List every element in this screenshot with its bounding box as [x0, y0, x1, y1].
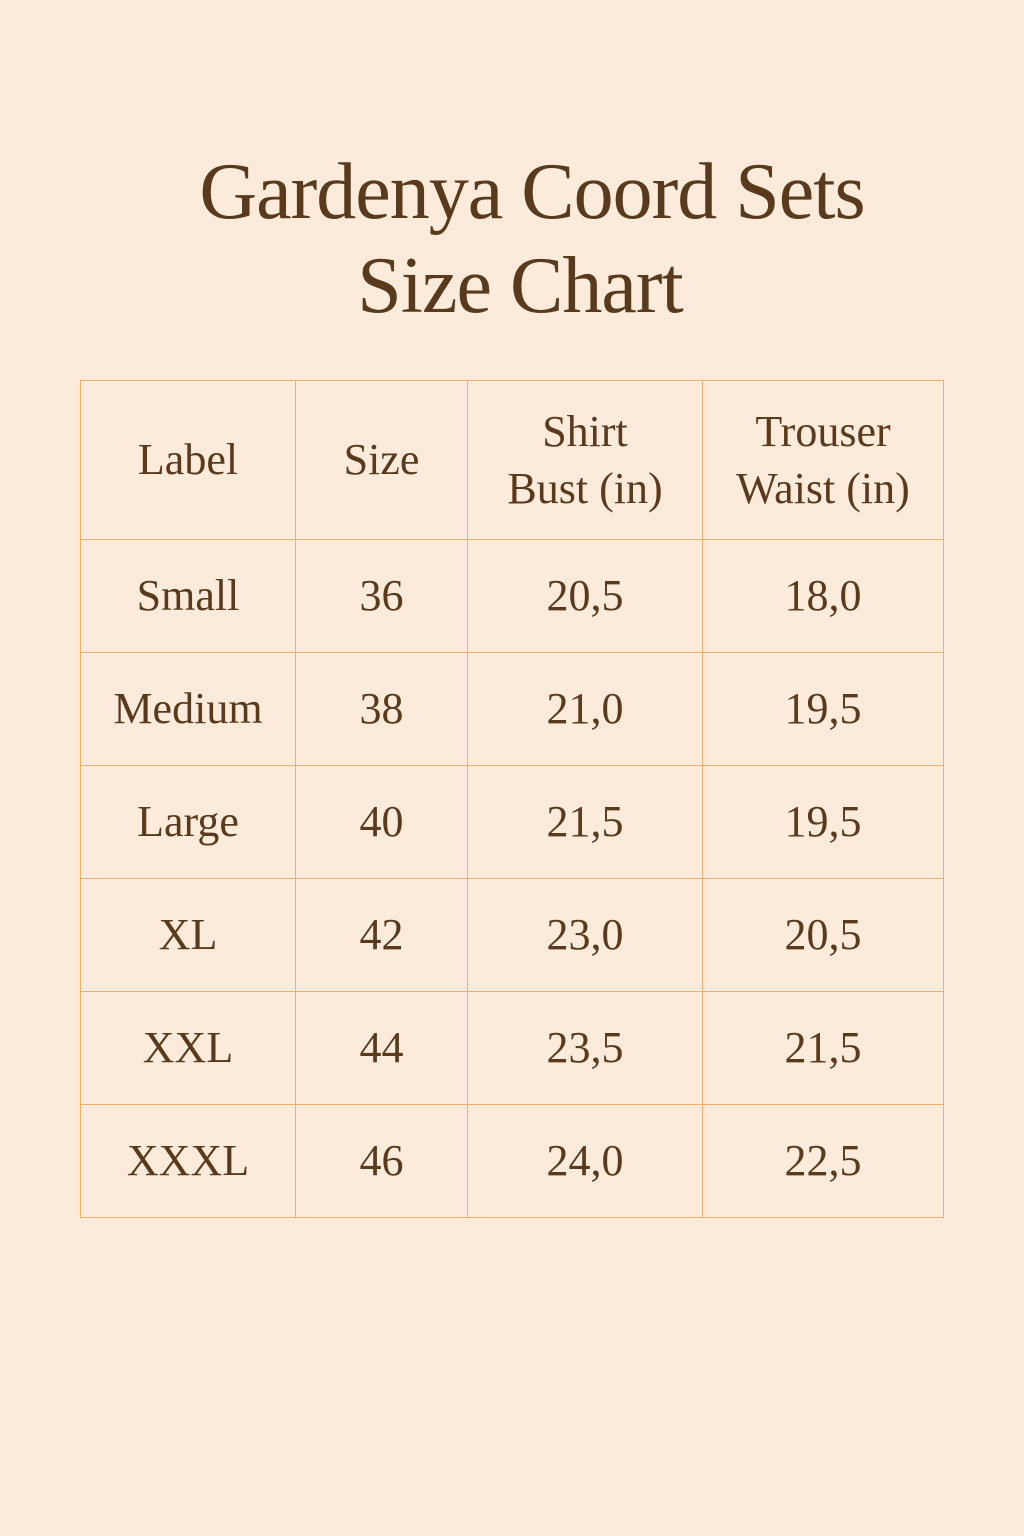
header-text: Size [343, 435, 420, 485]
size-cell: 38 [295, 652, 468, 766]
size-cell: 36 [295, 539, 468, 653]
size-cell: 42 [295, 878, 468, 992]
title-line-2: Size Chart [357, 242, 683, 330]
header-row: Label Size Shirt Bust (in) Trouser Waist (… [80, 380, 944, 540]
trouser-waist-cell: 22,5 [702, 1104, 944, 1218]
header-text: Trouser [755, 406, 891, 456]
header-text: Shirt [542, 406, 628, 456]
trouser-waist-cell: 20,5 [702, 878, 944, 992]
trouser-waist-cell: 19,5 [702, 765, 944, 879]
size-cell: 46 [295, 1104, 468, 1218]
size-cell: 40 [295, 765, 468, 879]
shirt-bust-cell: 21,5 [467, 765, 703, 879]
shirt-bust-cell: 24,0 [467, 1104, 703, 1218]
header-trouser-waist: Trouser Waist (in) [702, 380, 944, 540]
table-row: Small 36 20,5 18,0 [80, 539, 944, 653]
trouser-waist-cell: 19,5 [702, 652, 944, 766]
table-row: XL 42 23,0 20,5 [80, 878, 944, 992]
header-label: Label [80, 380, 296, 540]
header-text: Bust (in) [507, 464, 663, 513]
shirt-bust-cell: 23,5 [467, 991, 703, 1105]
shirt-bust-cell: 21,0 [467, 652, 703, 766]
size-chart-table: Label Size Shirt Bust (in) Trouser Waist (… [80, 380, 944, 1218]
table-row: Medium 38 21,0 19,5 [80, 652, 944, 766]
label-cell: Large [80, 765, 296, 879]
size-cell: 44 [295, 991, 468, 1105]
header-size: Size [295, 380, 468, 540]
label-cell: XXXL [80, 1104, 296, 1218]
label-cell: XL [80, 878, 296, 992]
table-row: XXXL 46 24,0 22,5 [80, 1104, 944, 1218]
shirt-bust-cell: 23,0 [467, 878, 703, 992]
table-row: XXL 44 23,5 21,5 [80, 991, 944, 1105]
label-cell: XXL [80, 991, 296, 1105]
header-shirt-bust: Shirt Bust (in) [467, 380, 703, 540]
table-row: Large 40 21,5 19,5 [80, 765, 944, 879]
title-line-1: Gardenya Coord Sets [199, 148, 865, 236]
trouser-waist-cell: 21,5 [702, 991, 944, 1105]
header-text: Label [137, 435, 239, 485]
trouser-waist-cell: 18,0 [702, 539, 944, 653]
label-cell: Medium [80, 652, 296, 766]
label-cell: Small [80, 539, 296, 653]
header-text: Waist (in) [736, 464, 910, 513]
shirt-bust-cell: 20,5 [467, 539, 703, 653]
